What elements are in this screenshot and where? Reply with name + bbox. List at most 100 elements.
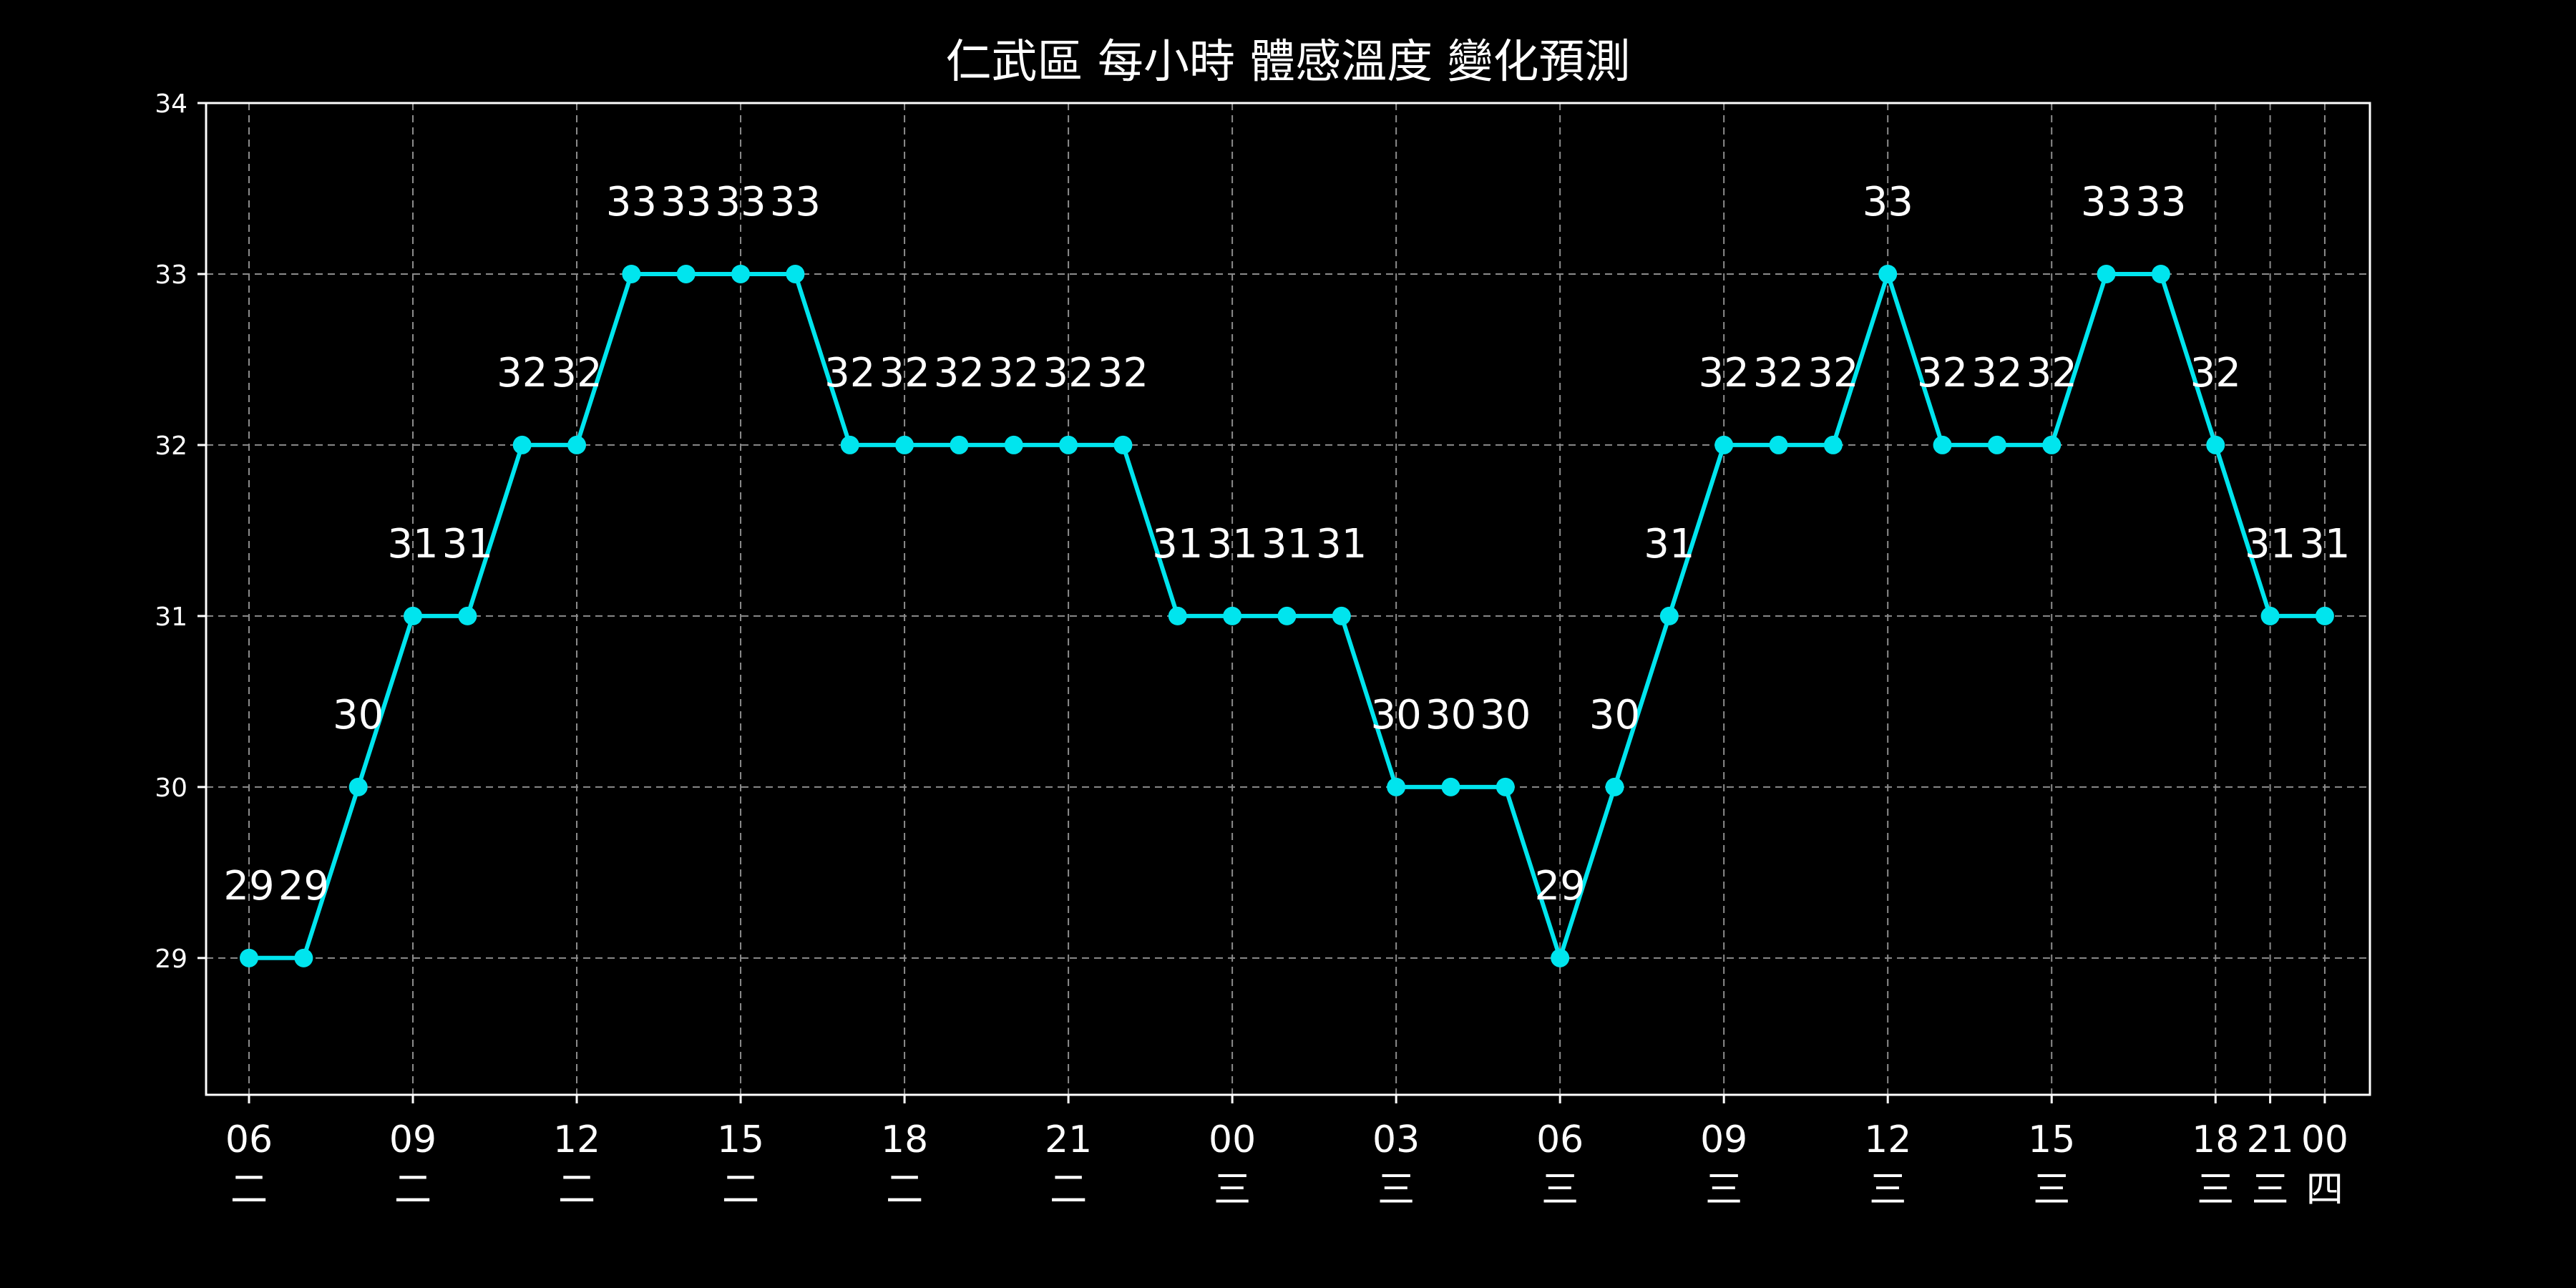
- data-label: 33: [660, 179, 711, 225]
- x-tick-label-weekday: 三: [1869, 1169, 1906, 1211]
- data-point: [458, 606, 477, 625]
- data-point: [1714, 435, 1734, 454]
- y-tick-label: 31: [155, 602, 187, 632]
- data-point: [404, 606, 423, 625]
- data-point: [676, 264, 696, 283]
- x-tick-label-hour: 18: [2192, 1118, 2239, 1161]
- data-label: 31: [387, 521, 438, 567]
- data-label: 31: [1262, 521, 1312, 567]
- x-tick-label-weekday: 三: [2197, 1169, 2234, 1211]
- x-tick-label-weekday: 二: [230, 1169, 268, 1211]
- data-point: [1387, 777, 1406, 796]
- x-tick-label-hour: 00: [2301, 1118, 2348, 1161]
- data-label: 32: [1917, 350, 1968, 396]
- data-point: [840, 435, 859, 454]
- data-label: 32: [988, 350, 1039, 396]
- data-point: [1659, 606, 1679, 625]
- data-point: [1113, 435, 1133, 454]
- x-tick-label-hour: 18: [881, 1118, 928, 1161]
- data-label: 30: [1480, 692, 1531, 738]
- data-point: [2206, 435, 2225, 454]
- data-point: [1496, 777, 1515, 796]
- y-tick-label: 32: [155, 431, 187, 461]
- data-point: [731, 264, 751, 283]
- data-point: [1933, 435, 1952, 454]
- data-label: 31: [1316, 521, 1367, 567]
- x-tick-label-hour: 15: [717, 1118, 764, 1161]
- data-point: [1823, 435, 1843, 454]
- data-label: 31: [2245, 521, 2296, 567]
- chart-title: 仁武區 每小時 體感溫度 變化預測: [945, 36, 1630, 89]
- data-label: 33: [715, 179, 766, 225]
- data-point: [1059, 435, 1078, 454]
- data-label: 32: [1971, 350, 2022, 396]
- data-point: [2042, 435, 2062, 454]
- data-label: 30: [1371, 692, 1422, 738]
- data-point: [512, 435, 532, 454]
- data-point: [1987, 435, 2006, 454]
- data-label: 32: [551, 350, 602, 396]
- data-label: 31: [442, 521, 493, 567]
- data-point: [1878, 264, 1898, 283]
- data-label: 30: [1589, 692, 1640, 738]
- x-tick-label-weekday: 二: [558, 1169, 595, 1211]
- data-label: 32: [1753, 350, 1804, 396]
- data-point: [1004, 435, 1023, 454]
- data-label: 33: [2135, 179, 2186, 225]
- data-label: 32: [1807, 350, 1858, 396]
- data-point: [1223, 606, 1242, 625]
- data-point: [1277, 606, 1297, 625]
- data-point: [2097, 264, 2116, 283]
- x-tick-label-weekday: 三: [1541, 1169, 1579, 1211]
- data-point: [1332, 606, 1351, 625]
- series-line-layer: [240, 264, 2334, 967]
- x-tick-label-hour: 15: [2028, 1118, 2075, 1161]
- data-label: 31: [1152, 521, 1203, 567]
- data-point: [1551, 948, 1570, 967]
- data-label: 33: [1863, 179, 1913, 225]
- x-tick-label-weekday: 三: [1377, 1169, 1415, 1211]
- data-point: [1769, 435, 1788, 454]
- data-label: 32: [1098, 350, 1148, 396]
- data-point: [294, 948, 313, 967]
- data-label: 30: [1425, 692, 1476, 738]
- data-label: 32: [1699, 350, 1750, 396]
- x-tick-label-weekday: 二: [1050, 1169, 1087, 1211]
- x-tick-label-hour: 12: [553, 1118, 600, 1161]
- data-point: [1605, 777, 1624, 796]
- data-label: 32: [2190, 350, 2241, 396]
- x-tick-label-weekday: 三: [2252, 1169, 2289, 1211]
- data-point: [950, 435, 969, 454]
- data-point: [2151, 264, 2170, 283]
- x-tick-label-hour: 03: [1372, 1118, 1420, 1161]
- data-label: 31: [2299, 521, 2350, 567]
- data-point: [2315, 606, 2334, 625]
- x-tick-label-hour: 21: [2246, 1118, 2293, 1161]
- x-tick-label-weekday: 三: [2033, 1169, 2070, 1211]
- plot-frame: [205, 102, 2371, 1096]
- data-point: [567, 435, 587, 454]
- y-tick-label: 33: [155, 260, 187, 290]
- data-label: 29: [1535, 863, 1586, 909]
- y-tick-label: 29: [155, 945, 187, 974]
- y-tick-label: 30: [155, 774, 187, 803]
- data-label: 32: [879, 350, 930, 396]
- x-tick-label-weekday: 四: [2306, 1169, 2343, 1211]
- data-label: 31: [1644, 521, 1694, 567]
- data-label: 32: [824, 350, 875, 396]
- data-label: 31: [1206, 521, 1257, 567]
- data-label: 32: [1043, 350, 1093, 396]
- x-tick-label-hour: 09: [1700, 1118, 1747, 1161]
- x-tick-label-hour: 06: [1536, 1118, 1584, 1161]
- x-tick-label-weekday: 三: [1705, 1169, 1742, 1211]
- data-label: 32: [2026, 350, 2077, 396]
- x-tick-label-weekday: 二: [886, 1169, 923, 1211]
- data-label: 30: [333, 692, 384, 738]
- x-tick-label-hour: 12: [1864, 1118, 1911, 1161]
- data-label: 33: [770, 179, 821, 225]
- x-tick-label-hour: 00: [1209, 1118, 1256, 1161]
- data-label: 32: [497, 350, 547, 396]
